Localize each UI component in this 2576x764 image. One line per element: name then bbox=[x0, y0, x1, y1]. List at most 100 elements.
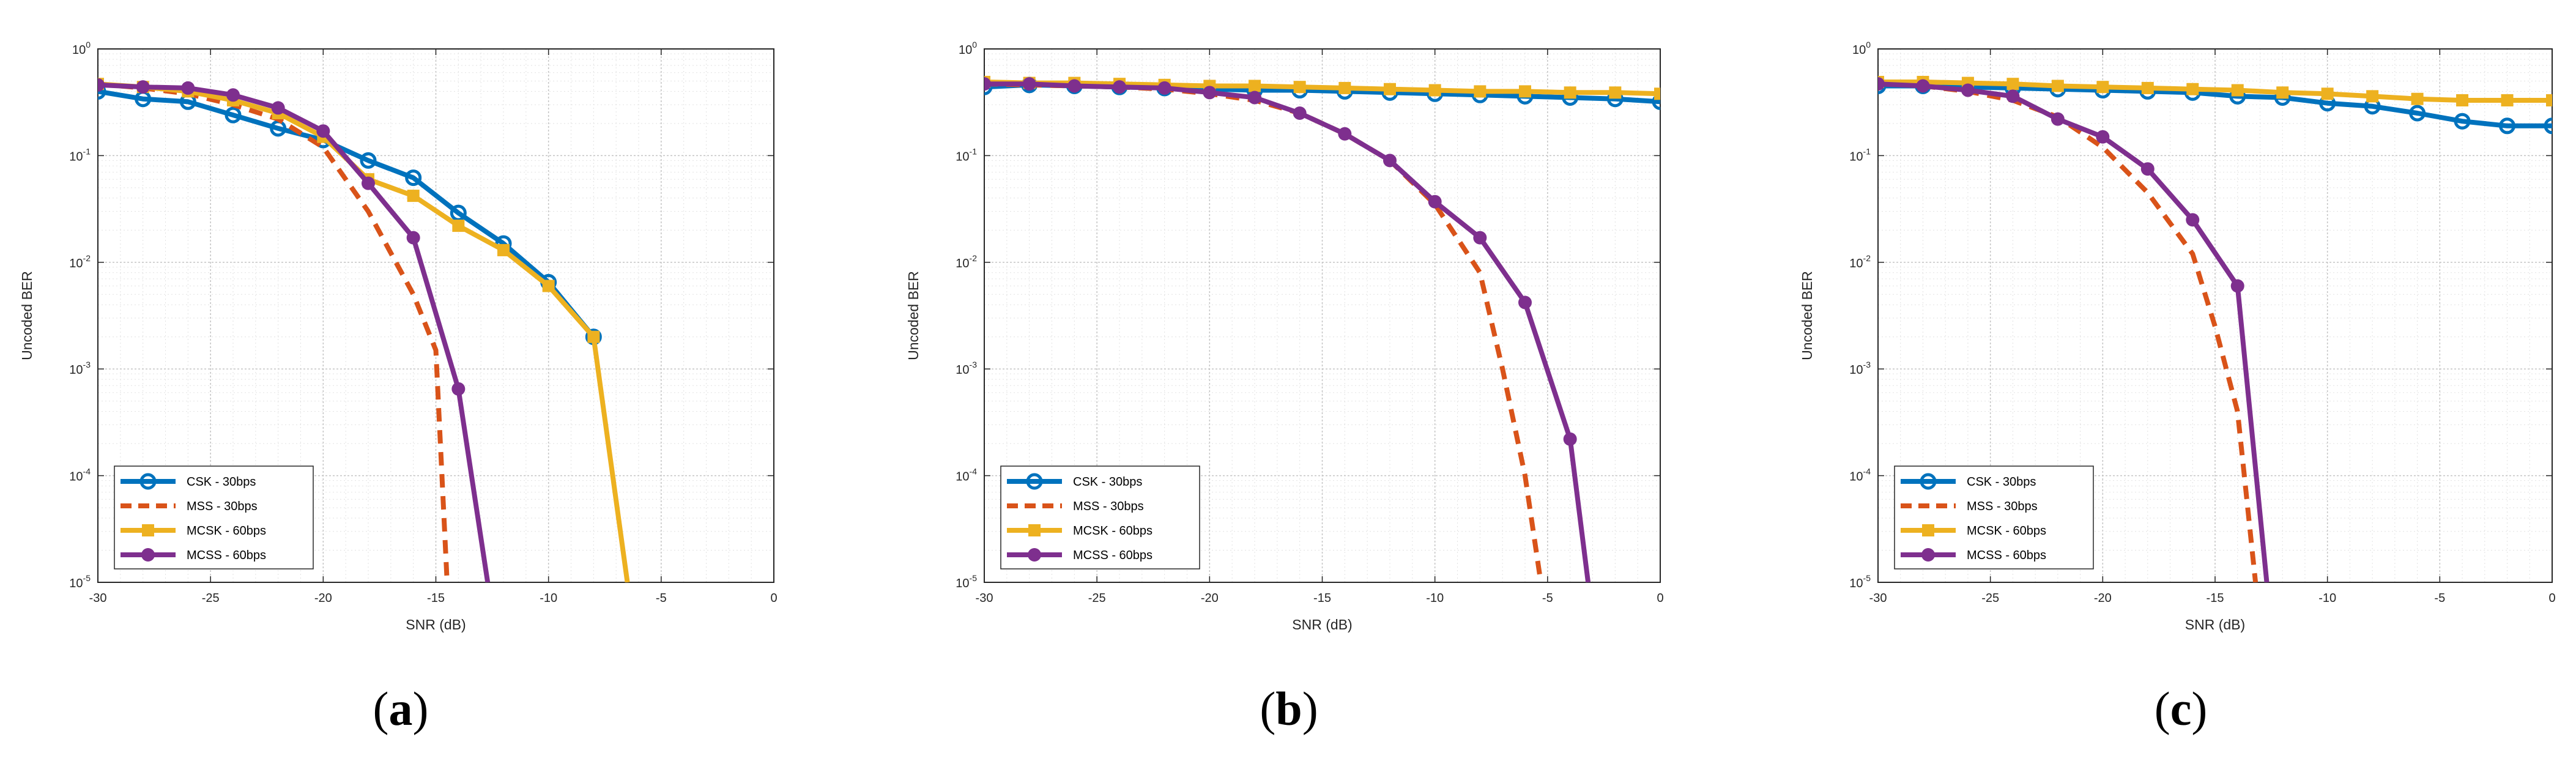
legend-item-mss: MSS - 30bps bbox=[121, 500, 258, 513]
x-tick-label: -10 bbox=[1426, 592, 1444, 605]
data-point-mcss bbox=[2051, 112, 2065, 126]
data-point-mcss bbox=[1293, 106, 1307, 120]
data-point-mcss bbox=[1157, 81, 1171, 95]
data-point-mcsk bbox=[1249, 80, 1261, 92]
data-point-mcss bbox=[181, 81, 195, 95]
data-point-mcss bbox=[1428, 195, 1442, 209]
series-line-csk bbox=[1878, 83, 2552, 128]
panel-label: (c) bbox=[2155, 682, 2208, 735]
legend-label: CSK - 30bps bbox=[187, 475, 256, 489]
data-point-mcss bbox=[451, 382, 466, 396]
data-point-csk bbox=[2499, 117, 2516, 135]
series-mcsk bbox=[1878, 76, 2552, 106]
legend-label: MSS - 30bps bbox=[1073, 500, 1144, 513]
data-point-mcss bbox=[1563, 432, 1577, 446]
legend-label: MCSS - 60bps bbox=[187, 549, 266, 562]
series-line-mcsk bbox=[1878, 80, 2552, 103]
data-point-mcss bbox=[1067, 79, 1082, 93]
data-point-mcsk bbox=[1609, 86, 1622, 99]
data-point-mcsk bbox=[1564, 86, 1576, 99]
x-tick-label: -5 bbox=[2434, 592, 2445, 605]
y-axis-label: Uncoded BER bbox=[905, 271, 921, 360]
data-point-csk bbox=[360, 152, 377, 169]
chart-panel-b: -30 -25 -20 -15 -10 -5 0 100 10-1 10-2 10-3 10-4 10-… bbox=[905, 40, 1664, 632]
data-point-mcss bbox=[2096, 130, 2110, 144]
legend-marker bbox=[1028, 524, 1041, 536]
legend-marker bbox=[142, 524, 154, 536]
data-point-mcsk bbox=[2411, 92, 2424, 105]
y-tick-label: 10-2 bbox=[1849, 253, 1871, 270]
data-point-mcss bbox=[1916, 79, 1930, 93]
legend: CSK - 30bps MSS - 30bps MCSK - 60bps MCSS -… bbox=[1000, 465, 1200, 569]
data-point-mcsk bbox=[497, 243, 510, 256]
legend-label: MCSK - 60bps bbox=[1073, 524, 1153, 538]
x-axis-label: SNR (dB) bbox=[2185, 617, 2245, 632]
data-point-mcsk bbox=[1428, 84, 1441, 97]
legend-item-mcsk: MCSK - 60bps bbox=[1007, 524, 1153, 538]
data-point-mcss bbox=[271, 101, 285, 115]
y-tick-label: 10-1 bbox=[69, 146, 91, 163]
series-layer bbox=[1878, 76, 2552, 582]
x-tick-label: -25 bbox=[1088, 592, 1106, 605]
y-tick-label: 10-5 bbox=[69, 573, 91, 590]
legend-marker bbox=[1920, 473, 1937, 490]
data-point-mcsk bbox=[2546, 94, 2552, 106]
y-tick-label: 10-4 bbox=[956, 467, 977, 484]
x-tick-label: -30 bbox=[1869, 592, 1887, 605]
y-tick-label: 100 bbox=[72, 40, 91, 57]
data-point-mcsk bbox=[407, 190, 420, 202]
data-point-mcss bbox=[2006, 89, 2020, 103]
data-point-mcss bbox=[316, 124, 330, 138]
legend-label: MSS - 30bps bbox=[1967, 500, 2038, 513]
y-tick-label: 10-4 bbox=[69, 467, 91, 484]
x-tick-label: -5 bbox=[1542, 592, 1553, 605]
data-point-mcsk bbox=[1474, 85, 1487, 98]
data-point-mcss bbox=[98, 78, 105, 92]
x-axis-label: SNR (dB) bbox=[406, 617, 466, 632]
legend-label: MCSK - 60bps bbox=[187, 524, 266, 538]
data-point-mcss bbox=[1203, 86, 1217, 100]
x-tick-label: -30 bbox=[89, 592, 107, 605]
data-point-mcss bbox=[406, 231, 420, 245]
y-tick-label: 10-5 bbox=[1849, 573, 1871, 590]
y-axis-label: Uncoded BER bbox=[19, 271, 35, 360]
legend-item-mcsk: MCSK - 60bps bbox=[1901, 524, 2046, 538]
y-tick-label: 10-3 bbox=[1849, 360, 1871, 377]
series-mcss bbox=[1878, 77, 2270, 582]
y-tick-label: 10-1 bbox=[1849, 146, 1871, 163]
chart-panel-c: -30 -25 -20 -15 -10 -5 0 100 10-1 10-2 10-3 10-4 10-… bbox=[1799, 40, 2556, 632]
x-tick-label: -20 bbox=[2094, 592, 2112, 605]
legend-label: MSS - 30bps bbox=[187, 500, 258, 513]
legend-label: CSK - 30bps bbox=[1073, 475, 1142, 489]
data-point-mcsk bbox=[1338, 81, 1351, 94]
legend-label: MCSS - 60bps bbox=[1073, 549, 1153, 562]
series-layer bbox=[984, 76, 1660, 582]
data-point-mcss bbox=[1473, 231, 1487, 245]
data-point-csk bbox=[225, 106, 242, 124]
data-point-csk bbox=[1652, 93, 1660, 110]
data-point-mcsk bbox=[587, 330, 600, 343]
data-point-mcsk bbox=[542, 280, 555, 292]
y-tick-label: 100 bbox=[959, 40, 977, 57]
y-tick-label: 10-3 bbox=[69, 360, 91, 377]
x-tick-label: -10 bbox=[540, 592, 557, 605]
legend-item-mcss: MCSS - 60bps bbox=[1901, 548, 2046, 562]
data-point-csk bbox=[2544, 117, 2552, 135]
data-point-csk bbox=[2409, 105, 2426, 122]
data-point-csk bbox=[405, 169, 422, 187]
series-mcss bbox=[98, 78, 491, 582]
series-line-mss bbox=[1878, 80, 2259, 582]
data-point-mcsk bbox=[2276, 86, 2289, 99]
legend-item-mcss: MCSS - 60bps bbox=[1007, 548, 1153, 562]
data-point-mcsk bbox=[2141, 81, 2154, 94]
x-tick-label: -15 bbox=[2207, 592, 2224, 605]
grid bbox=[1878, 49, 2552, 582]
data-point-mcss bbox=[1961, 83, 1975, 97]
data-point-mcss bbox=[1338, 127, 1352, 141]
data-point-mcsk bbox=[2456, 94, 2469, 106]
legend-item-csk: CSK - 30bps bbox=[1901, 473, 2036, 490]
legend: CSK - 30bps MSS - 30bps MCSK - 60bps MCSS -… bbox=[114, 465, 314, 569]
data-point-mcss bbox=[1022, 77, 1036, 91]
x-tick-label: 0 bbox=[2548, 592, 2555, 605]
x-tick-label: -5 bbox=[656, 592, 667, 605]
